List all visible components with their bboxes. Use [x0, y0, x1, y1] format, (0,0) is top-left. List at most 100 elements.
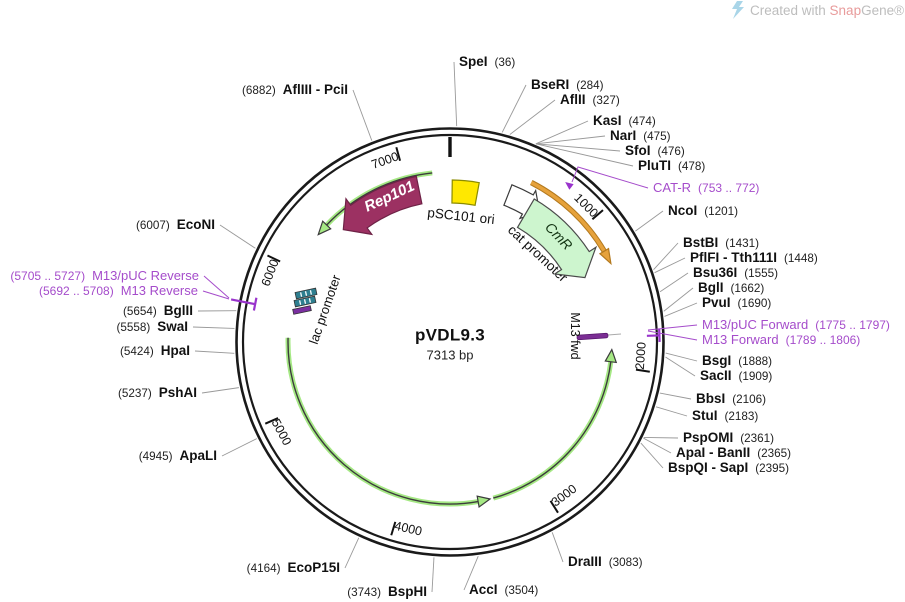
site-label-bglii: (5654) BglII — [123, 303, 193, 318]
site-label-afliii-pcii: (6882) AflIII - PciI — [242, 82, 348, 97]
site-label-draiii: DraIII (3083) — [568, 554, 643, 569]
rep101-direction-arrow-head — [317, 220, 332, 236]
leader-pspomi — [643, 437, 679, 439]
leader-cat-r — [571, 166, 649, 189]
site-label-apali: (4945) ApaLI — [139, 448, 217, 463]
site-label-hpai: (5424) HpaI — [120, 343, 190, 358]
m13-reverse-site-marker — [230, 297, 258, 311]
leader-pflfi-tth111i — [654, 257, 686, 274]
primer-label-m13-fwd: M13 fwd — [568, 312, 582, 359]
leader-bstbi — [653, 242, 679, 271]
leader-afliii-pcii — [352, 89, 373, 141]
site-label-ncoi: NcoI (1201) — [668, 203, 738, 218]
feature-shape-cmr — [516, 198, 598, 279]
site-label-kasi: KasI (474) — [593, 113, 656, 128]
feature-cmr: CmR — [516, 198, 598, 279]
leader-bsgi — [665, 352, 698, 362]
tick-label-3000: 3000 — [549, 482, 580, 510]
cat-r-site-marker — [565, 182, 574, 190]
leader-econi — [219, 224, 256, 249]
backbone-ring-outer — [235, 127, 665, 557]
site-label-m13-puc-reverse: (5705 .. 5727) M13/pUC Reverse — [10, 268, 199, 283]
site-label-nari: NarI (475) — [610, 128, 671, 143]
site-label-sacii: SacII (1909) — [700, 368, 772, 383]
leader-kasi — [535, 120, 589, 145]
leader-bsu36i — [659, 272, 689, 293]
green-arc-right — [492, 348, 618, 501]
backbone-ring-inner — [241, 133, 659, 551]
leader-acci — [463, 555, 479, 591]
leader-bgli — [663, 287, 694, 312]
leader-bsphi — [431, 557, 435, 593]
cmr-direction-arrow-head — [598, 247, 612, 266]
feature-shape-rep101 — [342, 175, 423, 236]
site-label-bspqi-sapi: BspQI - SapI (2395) — [668, 460, 789, 475]
site-label-sfoi: SfoI (476) — [625, 143, 685, 158]
leader-spei — [453, 61, 458, 127]
leader-sacii — [665, 356, 696, 377]
site-label-ecop15i: (4164) EcoP15I — [247, 560, 340, 575]
feature-rep101: Rep101 — [342, 175, 423, 236]
site-label-bsu36i: Bsu36I (1555) — [693, 265, 778, 280]
site-label-pvui: PvuI (1690) — [702, 295, 771, 310]
tick-3000 — [549, 500, 559, 514]
feature-label-lac-promoter: lac promoter — [306, 272, 344, 346]
leader-aflii — [509, 99, 556, 135]
leader-stui — [655, 406, 688, 417]
tick-label-2000: 2000 — [633, 341, 649, 370]
snapgene-watermark: Created with Snap Gene® — [731, 1, 904, 20]
green-arc-right-head — [604, 348, 618, 364]
snapgene-logo-icon — [732, 1, 744, 19]
leader-bseri — [501, 84, 527, 133]
cmr-direction-arrow — [530, 180, 612, 266]
feature-shape-psc101-ori — [451, 179, 480, 206]
m13-fwd-arrow — [576, 332, 609, 341]
green-arc-bottom — [285, 337, 492, 509]
site-label-pshai: (5237) PshAI — [118, 385, 197, 400]
leader-sfoi — [535, 143, 621, 152]
feature-label-psc101-ori: pSC101 ori — [427, 205, 496, 227]
site-label-bgli: BglI (1662) — [698, 280, 764, 295]
leader-swai — [192, 326, 235, 329]
site-label-m13-puc-forward: M13/pUC Forward (1775 .. 1797) — [702, 317, 890, 332]
site-label-bsgi: BsgI (1888) — [702, 353, 772, 368]
watermark-gene: Gene® — [861, 3, 905, 18]
site-label-pflfi-tth111i: PflFI - Tth111I (1448) — [690, 250, 818, 265]
leader-ecop15i — [344, 537, 360, 569]
tick-label-5000: 5000 — [269, 417, 294, 448]
tick-label-6000: 6000 — [259, 257, 282, 288]
tick-1000 — [591, 209, 604, 220]
site-label-aflii: AflII (327) — [560, 92, 620, 107]
site-label-bsphi: (3743) BspHI — [347, 584, 427, 599]
tick-label-4000: 4000 — [393, 519, 423, 539]
green-arc-bottom-head — [476, 495, 492, 509]
primer-m13-fwd: M13 fwd — [568, 312, 622, 360]
site-label-pspomi: PspOMI (2361) — [683, 430, 774, 445]
leader-m13-puc-forward — [647, 324, 698, 331]
site-label-econi: (6007) EcoNI — [136, 217, 215, 232]
leader-apali — [221, 438, 258, 457]
rep101-direction-arrow — [317, 170, 433, 236]
site-label-bbsi: BbsI (2106) — [696, 391, 766, 406]
leader-pluti — [535, 143, 634, 167]
watermark-prefix: Created with — [750, 3, 830, 18]
leader-bspqi-sapi — [640, 442, 664, 469]
site-label-apai-banii: ApaI - BanII (2365) — [676, 445, 791, 460]
tick-5000 — [264, 417, 279, 425]
site-label-stui: StuI (2183) — [692, 408, 758, 423]
site-label-cat-r: CAT-R (753 .. 772) — [653, 180, 759, 195]
leader-bbsi — [659, 392, 692, 400]
lac-promoter-icons — [292, 287, 318, 315]
leader-ncoi — [635, 210, 664, 232]
leader-pvui — [664, 302, 698, 317]
leader-draiii — [551, 532, 564, 563]
site-label-bseri: BseRI (284) — [531, 77, 604, 92]
leader-m13-forward — [647, 330, 698, 341]
leader-nari — [535, 135, 606, 145]
feature-psc101-ori: pSC101 ori — [427, 179, 496, 227]
leader-m13-reverse — [202, 290, 230, 300]
tick-4000 — [390, 521, 397, 536]
leader-m13-puc-reverse — [203, 275, 230, 299]
